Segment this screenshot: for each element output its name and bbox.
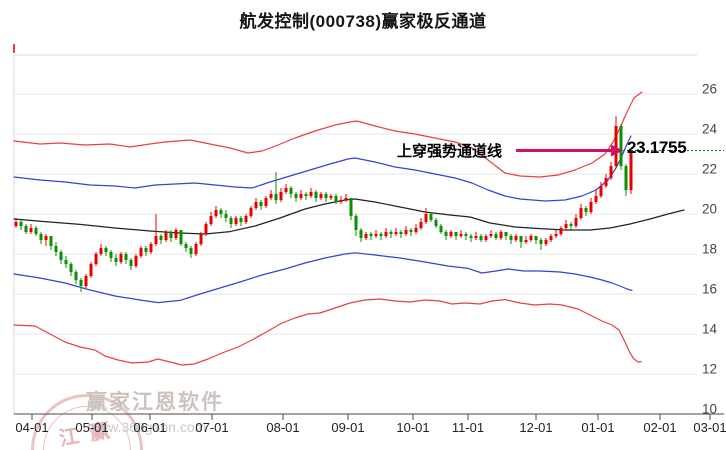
y-axis-label: 18 — [702, 242, 717, 257]
channel-line-life-line-lower-blue — [13, 252, 633, 304]
x-axis-label: 08-01 — [266, 420, 299, 435]
y-axis-label: 26 — [702, 82, 717, 97]
x-axis-label: 01-01 — [581, 420, 614, 435]
chart-title: 航发控制(000738)赢家极反通道 — [239, 12, 487, 31]
y-axis-label: 12 — [702, 362, 717, 377]
y-axis-label: 14 — [702, 322, 718, 337]
x-axis-label: 03-01 — [693, 420, 726, 435]
candles — [14, 116, 633, 292]
x-axis-label: 07-01 — [195, 420, 228, 435]
annotation-arrow-head — [611, 144, 623, 157]
x-axis-label: 04-01 — [15, 420, 48, 435]
x-axis-label: 09-01 — [331, 420, 364, 435]
x-axis-label: 02-01 — [643, 420, 676, 435]
y-axis-label: 22 — [702, 162, 717, 177]
y-axis-label: 24 — [702, 122, 718, 137]
x-axis-label: 06-01 — [133, 420, 166, 435]
y-axis-label: 16 — [702, 282, 717, 297]
x-axis-label: 11-01 — [452, 420, 484, 435]
x-axis-label: 12-01 — [519, 420, 552, 435]
channel-line-outer-rail-lower — [13, 298, 642, 366]
signal-annotation-label: 上穿强势通道线 — [397, 143, 503, 160]
channel-line-outer-rail-upper — [13, 91, 643, 178]
watermark-brand-text: 赢家江恩软件 — [86, 391, 224, 414]
y-axis-label: 10 — [702, 402, 717, 417]
y-axis-label: 20 — [702, 202, 717, 217]
watermark-url-text: www.360gann.com — [88, 419, 207, 435]
x-axis-label: 10-01 — [396, 420, 429, 435]
channel-line-strong-line-upper-blue — [13, 135, 632, 202]
y-axis-labels: 26 24 22 20 18 16 14 12 10 — [702, 82, 718, 417]
channel-lines — [13, 91, 685, 366]
channel-line-middle-rail-black — [13, 198, 685, 235]
grid-lines — [13, 54, 697, 414]
x-axis: 04-01 05-01 06-01 07-01 08-01 09-01 10-01 11-01… — [14, 413, 726, 435]
x-axis-label: 05-01 — [75, 420, 108, 435]
signal-price-value: 23.1755 — [627, 138, 687, 157]
